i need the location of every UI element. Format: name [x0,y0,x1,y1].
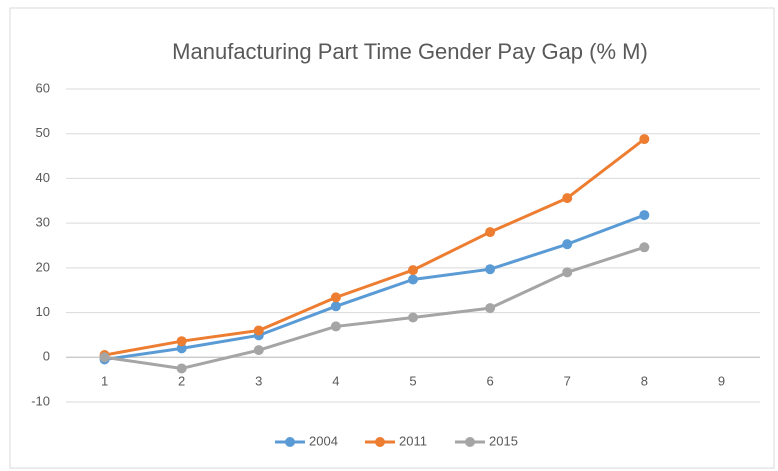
series-line [104,213,645,362]
y-tick-label: 20 [36,259,50,274]
data-point [562,239,573,250]
x-tick-label: 8 [641,374,648,389]
data-point [330,321,341,332]
chart-title: Manufacturing Part Time Gender Pay Gap (… [172,39,648,64]
data-point [562,193,573,204]
y-tick-label: 40 [36,170,50,185]
data-point [408,265,418,276]
x-tick-label: 2 [178,374,185,389]
series-line [104,245,645,370]
legend-label: 2011 [399,433,427,448]
legend-label: 2004 [309,433,338,448]
data-point [639,210,650,221]
x-tick-label: 5 [409,374,416,389]
data-point [176,343,187,354]
data-point [485,227,496,238]
legend-marker [465,437,475,447]
data-point [485,303,496,314]
y-tick-label: 30 [36,215,50,230]
y-tick-label: 50 [36,125,50,140]
y-tick-label: -10 [31,393,50,408]
series-line [104,137,646,357]
data-point [408,274,418,285]
x-tick-label: 1 [101,374,108,389]
data-point [485,264,496,275]
chart-frame [9,7,775,469]
data-point [253,345,264,356]
x-tick-label: 9 [718,374,725,389]
legend-marker [285,437,295,447]
data-point [639,242,650,253]
data-point [99,352,110,363]
data-point [176,363,187,374]
x-tick-label: 7 [564,374,571,389]
legend-marker [375,437,385,447]
data-point [176,336,187,347]
x-tick-label: 3 [255,374,262,389]
legend-label: 2015 [489,433,518,448]
data-point [330,292,341,303]
data-point [639,134,650,145]
data-point [330,301,341,312]
data-point [253,325,264,336]
x-tick-label: 4 [332,374,339,389]
data-point [408,312,418,323]
data-point [562,267,573,278]
y-tick-label: 0 [43,349,50,364]
y-tick-label: 60 [36,80,50,95]
y-tick-label: 10 [36,304,50,319]
x-tick-label: 6 [486,374,493,389]
